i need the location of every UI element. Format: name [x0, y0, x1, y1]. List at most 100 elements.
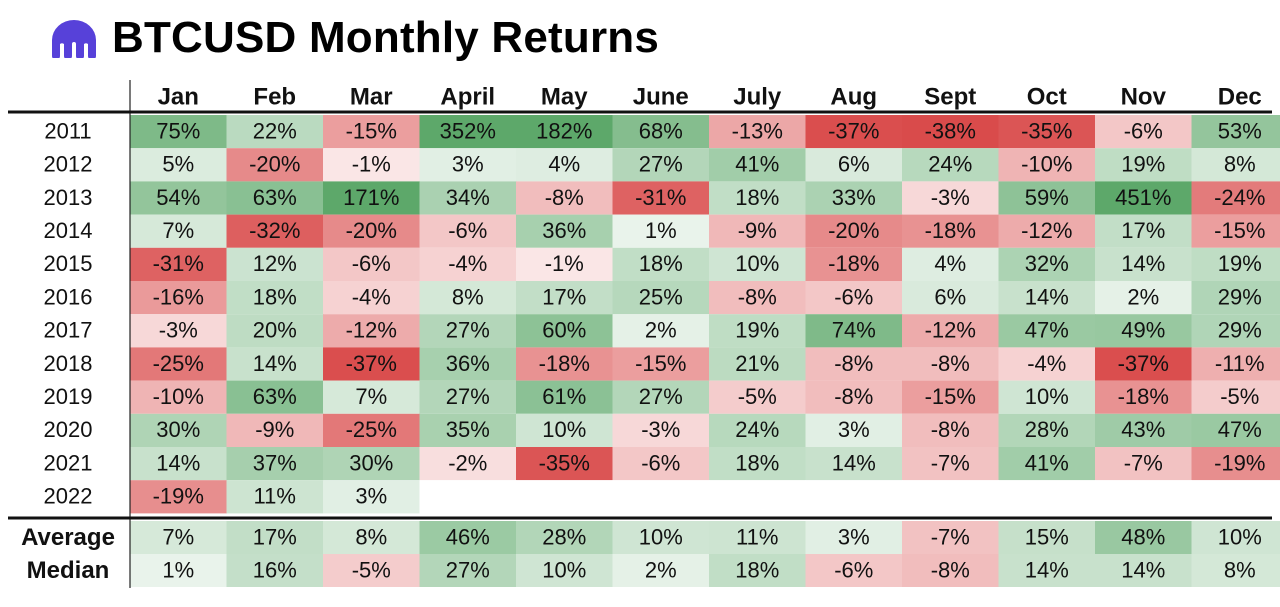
cell-label: 59% [1025, 185, 1069, 210]
cell-label: -25% [153, 351, 204, 376]
heatmap-cell [130, 314, 228, 348]
cell-label: -12% [925, 318, 976, 343]
heatmap-cell [902, 380, 1000, 414]
heatmap-cell [1095, 314, 1193, 348]
heatmap-cell [1191, 413, 1280, 447]
row-label: 2022 [44, 484, 93, 509]
heatmap-cell [709, 380, 807, 414]
heatmap-cell [130, 480, 228, 514]
cell-label: -18% [1118, 384, 1169, 409]
cell-label: -15% [635, 351, 686, 376]
heatmap-cell [1191, 281, 1280, 315]
cell-label: -20% [828, 218, 879, 243]
cell-label: -5% [1220, 384, 1259, 409]
heatmap-cell [805, 314, 903, 348]
cell-label: 34% [446, 185, 490, 210]
cell-label: -3% [931, 185, 970, 210]
row-label: 2011 [44, 118, 91, 143]
heatmap-cell [1095, 447, 1193, 481]
cell-label: 27% [639, 384, 683, 409]
cell-label: 171% [343, 185, 399, 210]
cell-label: 8% [355, 524, 387, 549]
cell-label: -9% [255, 417, 294, 442]
heatmap-cell [1191, 115, 1280, 149]
page-header: BTCUSD Monthly Returns [48, 10, 659, 66]
heatmap-cell [323, 314, 421, 348]
cell-label: 18% [735, 557, 779, 582]
cell-label: 47% [1218, 417, 1262, 442]
heatmap-cell [516, 314, 614, 348]
heatmap-cell [1095, 115, 1193, 149]
heatmap-cell [805, 115, 903, 149]
heatmap-cell [226, 480, 324, 514]
cell-label: -15% [346, 118, 397, 143]
heatmap-cell [998, 480, 1096, 514]
cell-label: -6% [352, 251, 391, 276]
heatmap-cell [902, 115, 1000, 149]
column-header: Sept [924, 83, 976, 110]
column-header: Jan [158, 83, 199, 110]
heatmap-cell [998, 347, 1096, 381]
chart-title: BTCUSD Monthly Returns [112, 13, 660, 62]
cell-label: 47% [1025, 318, 1069, 343]
cell-label: 14% [832, 450, 876, 475]
heatmap-cell [130, 214, 228, 248]
cell-label: -31% [635, 185, 686, 210]
cell-label: -8% [931, 417, 970, 442]
cell-label: -38% [925, 118, 976, 143]
cell-label: 41% [1025, 450, 1069, 475]
cell-label: -11% [1215, 351, 1265, 376]
heatmap-cell [323, 480, 421, 514]
cell-label: 7% [162, 218, 194, 243]
cell-label: -2% [448, 450, 487, 475]
cell-label: 25% [639, 284, 683, 309]
cell-label: 11% [254, 484, 296, 509]
cell-label: 16% [253, 557, 297, 582]
cell-label: -8% [545, 185, 584, 210]
cell-label: 27% [446, 318, 490, 343]
cell-label: -25% [346, 417, 397, 442]
heatmap-cell [516, 347, 614, 381]
cell-label: 33% [832, 185, 876, 210]
heatmap-cell [1095, 413, 1193, 447]
column-header: Nov [1121, 83, 1167, 110]
cell-label: -1% [352, 152, 391, 177]
heatmap-cell [998, 554, 1096, 587]
heatmap-cell [612, 413, 710, 447]
cell-label: -8% [931, 351, 970, 376]
heatmap-cell [1191, 181, 1280, 215]
cell-label: -16% [153, 284, 204, 309]
column-header: June [633, 83, 689, 110]
column-header: April [440, 83, 495, 110]
heatmap-cell [130, 281, 228, 315]
cell-label: 35% [446, 417, 490, 442]
heatmap-cell [805, 181, 903, 215]
heatmap-cell [612, 181, 710, 215]
heatmap-cell [323, 148, 421, 182]
column-header: Dec [1218, 83, 1262, 110]
heatmap-cell [226, 148, 324, 182]
cell-label: 10% [1218, 524, 1262, 549]
cell-label: 2% [645, 318, 677, 343]
heatmap-cell [709, 247, 807, 281]
heatmap-cell [226, 181, 324, 215]
cell-label: 10% [542, 417, 586, 442]
cell-label: 3% [452, 152, 484, 177]
heatmap-cell [805, 214, 903, 248]
heatmap-cell [1191, 148, 1280, 182]
heatmap-cell [323, 181, 421, 215]
heatmap-cell [130, 380, 228, 414]
cell-label: 17% [542, 284, 586, 309]
heatmap-cell [130, 181, 228, 215]
heatmap-cell [902, 181, 1000, 215]
row-label: 2021 [44, 450, 93, 475]
heatmap-cell [323, 281, 421, 315]
cell-label: 20% [253, 318, 297, 343]
heatmap-cell [226, 521, 324, 554]
cell-label: -7% [1124, 450, 1163, 475]
heatmap-cell [709, 115, 807, 149]
heatmap-cell [612, 380, 710, 414]
cell-label: -4% [352, 284, 391, 309]
cell-label: 8% [1224, 152, 1256, 177]
cell-label: 18% [735, 450, 779, 475]
